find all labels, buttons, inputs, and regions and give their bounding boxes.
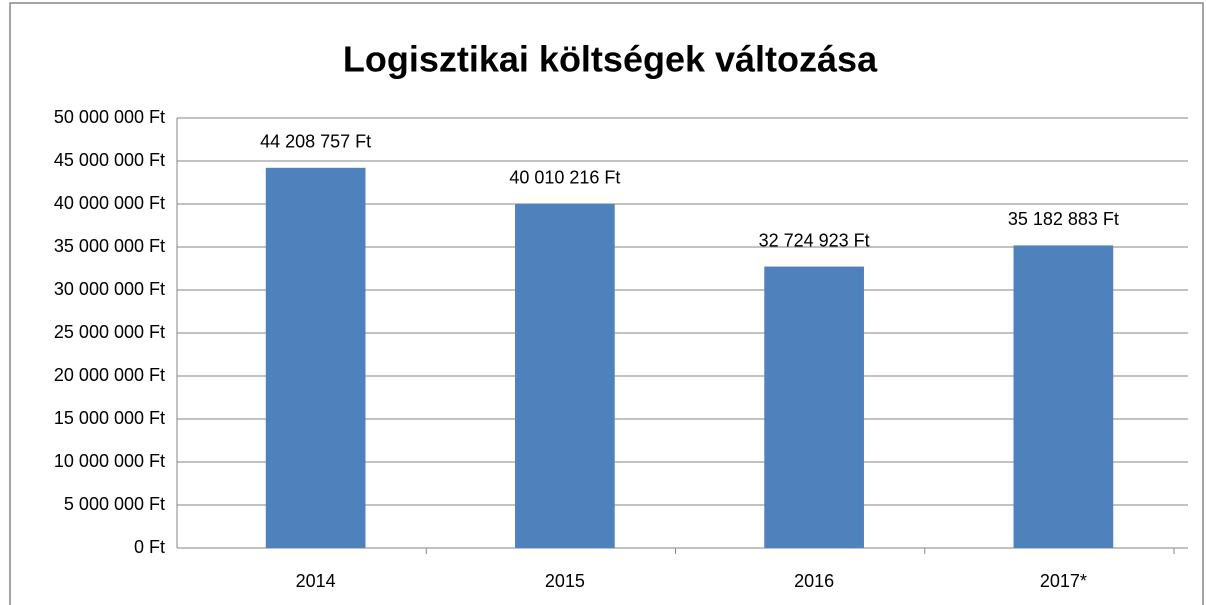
y-tick-label: 25 000 000 Ft <box>54 322 165 342</box>
y-tick-label: 0 Ft <box>134 537 165 557</box>
data-label: 32 724 923 Ft <box>759 230 870 250</box>
y-tick-label: 35 000 000 Ft <box>54 236 165 256</box>
y-tick-label: 30 000 000 Ft <box>54 279 165 299</box>
x-tick-label: 2017* <box>1040 571 1087 591</box>
data-label: 40 010 216 Ft <box>509 168 620 188</box>
y-tick-label: 45 000 000 Ft <box>54 150 165 170</box>
y-tick-label: 20 000 000 Ft <box>54 365 165 385</box>
chart-title: Logisztikai költségek változása <box>343 39 878 80</box>
bar <box>265 167 366 548</box>
y-tick-label: 5 000 000 Ft <box>64 494 165 514</box>
data-label: 35 182 883 Ft <box>1008 209 1119 229</box>
y-tick-label: 15 000 000 Ft <box>54 408 165 428</box>
bar <box>1013 245 1114 549</box>
bar <box>764 266 864 548</box>
x-tick-label: 2016 <box>794 571 834 591</box>
bar <box>515 203 615 548</box>
chart-frame <box>9 2 1204 605</box>
x-tick-label: 2015 <box>545 571 585 591</box>
y-tick-label: 40 000 000 Ft <box>54 193 165 213</box>
x-tick-label: 2014 <box>296 571 336 591</box>
y-tick-label: 10 000 000 Ft <box>54 451 165 471</box>
y-tick-label: 50 000 000 Ft <box>54 107 165 127</box>
data-label: 44 208 757 Ft <box>260 132 371 152</box>
